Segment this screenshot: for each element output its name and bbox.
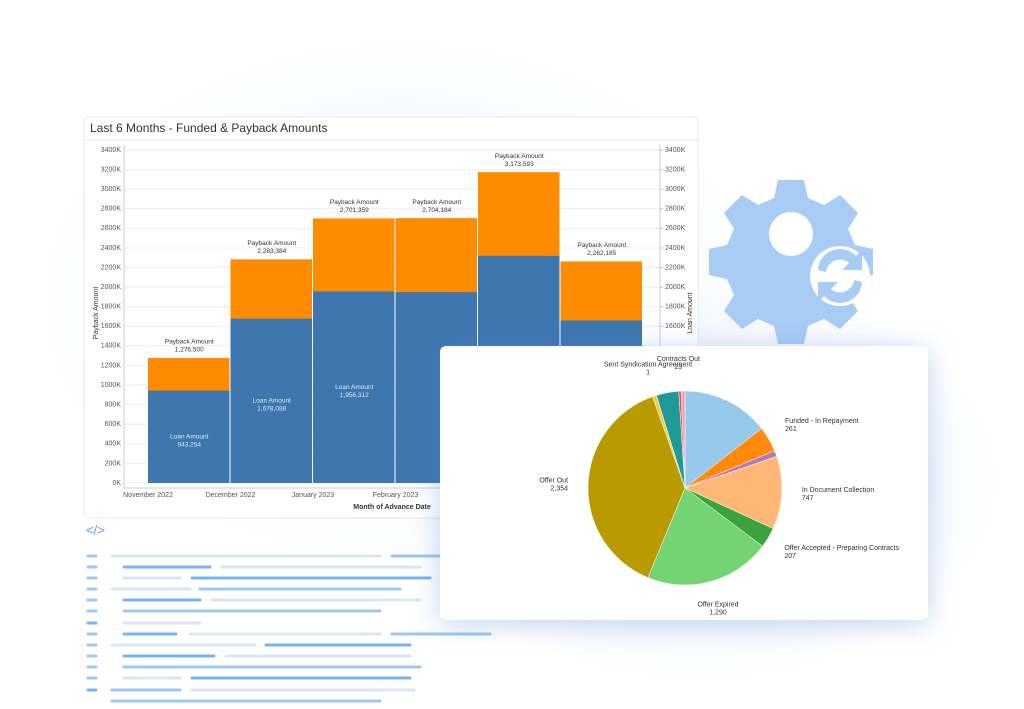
y-axis-label: Payback Amount xyxy=(93,287,100,340)
slice-label: Offer Expired xyxy=(697,601,738,608)
pie-slice xyxy=(587,396,686,578)
y2-tick-label: 3000K xyxy=(665,186,686,193)
slice-label: Offer Accepted - Preparing Contracts xyxy=(784,545,899,552)
value-label-name: Payback Amount xyxy=(165,339,214,346)
y2-tick-label: 3200K xyxy=(665,166,686,173)
bar xyxy=(230,318,312,483)
y-tick-label: 1200K xyxy=(101,362,122,369)
x-tick-label: February 2023 xyxy=(373,492,419,499)
slice-label: Contracts Out xyxy=(657,356,700,363)
y-tick-label: 2600K xyxy=(101,225,122,232)
y-tick-label: 1800K xyxy=(101,304,122,311)
chart-title: Last 6 Months - Funded & Payback Amounts xyxy=(90,121,327,135)
bar xyxy=(148,390,230,483)
x-tick-label: December 2022 xyxy=(206,492,256,499)
slice-value: 261 xyxy=(785,426,797,433)
value-label: 2,701,359 xyxy=(340,207,369,214)
y-tick-label: 2400K xyxy=(101,245,122,252)
x-tick-label: January 2023 xyxy=(292,492,335,499)
pie-slice xyxy=(684,456,783,529)
slice-value: 1,290 xyxy=(709,609,727,616)
value-label: 2,283,384 xyxy=(257,248,286,255)
y-tick-label: 0K xyxy=(112,480,121,487)
value-label: 2,704,184 xyxy=(422,207,451,214)
y-tick-label: 400K xyxy=(105,441,122,448)
gear-icon xyxy=(709,180,873,344)
value-label-name: Payback Amount xyxy=(247,240,296,247)
y-tick-label: 1600K xyxy=(101,323,122,330)
y2-tick-label: 2800K xyxy=(665,206,686,213)
y-tick-label: 2200K xyxy=(101,264,122,271)
y-tick-label: 3000K xyxy=(101,186,122,193)
x-tick-label: November 2022 xyxy=(123,492,173,499)
bar xyxy=(313,291,395,483)
y2-tick-label: 3400K xyxy=(665,147,686,154)
value-label-name: Loan Amount xyxy=(170,434,209,441)
y2-tick-label: 1600K xyxy=(665,323,686,330)
value-label: 3,173,593 xyxy=(505,161,534,168)
y-tick-label: 800K xyxy=(105,401,122,408)
slice-label: Funded - In Repayment xyxy=(785,418,859,425)
value-label: 1,678,088 xyxy=(257,406,286,413)
y-tick-label: 600K xyxy=(105,421,122,428)
value-label: 943,254 xyxy=(178,442,202,449)
pie-slice xyxy=(647,487,763,586)
x-axis-label: Month of Advance Date xyxy=(353,504,431,511)
value-label-name: Payback Amount xyxy=(577,242,626,249)
y2-tick-label: 1800K xyxy=(665,304,686,311)
value-label-name: Payback Amount xyxy=(330,199,379,206)
value-label: 2,262,185 xyxy=(587,250,616,257)
pie-slice xyxy=(684,390,762,489)
code-lines xyxy=(86,554,492,703)
slice-value: 2,354 xyxy=(551,486,569,493)
slice-value: 207 xyxy=(784,553,796,560)
y-tick-label: 1000K xyxy=(101,382,122,389)
value-label: 1,956,312 xyxy=(340,392,369,399)
y2-axis-label: Loan Amount xyxy=(687,292,694,333)
y2-tick-label: 2000K xyxy=(665,284,686,291)
y2-tick-label: 2200K xyxy=(665,264,686,271)
slice-label: Sent Syndication Agreement xyxy=(604,361,692,368)
pie-slice xyxy=(680,390,686,489)
slice-label: In Document Collection xyxy=(802,487,874,494)
y2-tick-label: 2600K xyxy=(665,225,686,232)
y-tick-label: 3200K xyxy=(101,166,122,173)
y-tick-label: 3400K xyxy=(101,147,122,154)
code-icon: </> xyxy=(86,522,105,537)
slice-value: 747 xyxy=(802,495,814,502)
y-tick-label: 2000K xyxy=(101,284,122,291)
slice-value: 1 xyxy=(646,369,650,376)
value-label-name: Payback Amount xyxy=(495,153,544,160)
y-tick-label: 1400K xyxy=(101,343,122,350)
value-label: 1,276,500 xyxy=(175,347,204,354)
value-label-name: Payback Amount xyxy=(412,199,461,206)
slice-value: 23 xyxy=(675,364,683,371)
value-label-name: Loan Amount xyxy=(253,398,292,405)
y-tick-label: 200K xyxy=(105,460,122,467)
value-label-name: Loan Amount xyxy=(335,384,374,391)
y-tick-label: 2800K xyxy=(101,206,122,213)
slice-label: Offer Out xyxy=(539,478,568,485)
y2-tick-label: 2400K xyxy=(665,245,686,252)
